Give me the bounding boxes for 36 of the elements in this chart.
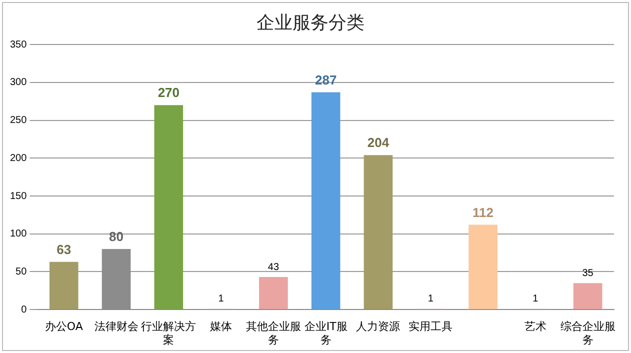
- x-tick-label: 其他企业服务: [246, 320, 301, 346]
- data-label: 1: [428, 294, 434, 305]
- bar: [259, 277, 288, 310]
- y-tick-label: 350: [10, 39, 28, 50]
- x-tick-label: 媒体: [210, 320, 232, 334]
- x-tick-label: 综合企业服务: [560, 320, 616, 346]
- x-tick-label: 人力资源: [356, 320, 400, 334]
- y-tick-label: 300: [10, 77, 28, 88]
- x-tick-label: 行业解决方案: [141, 320, 196, 346]
- data-label: 270: [158, 85, 180, 100]
- bar: [468, 224, 498, 310]
- data-label: 43: [268, 262, 280, 273]
- y-tick-label: 200: [10, 152, 28, 164]
- x-tick-label: 实用工具: [408, 320, 453, 334]
- chart-title: 企业服务分类: [256, 12, 364, 34]
- data-label: 1: [532, 294, 539, 305]
- bar: [573, 283, 602, 310]
- x-tick-label: 办公OA: [44, 320, 84, 334]
- x-tick-label: 企业IT服务: [304, 320, 348, 346]
- bar: [154, 105, 184, 310]
- data-label: 35: [582, 268, 594, 279]
- data-label: 1: [218, 294, 224, 305]
- y-tick-label: 150: [10, 190, 28, 202]
- data-label: 204: [367, 135, 390, 150]
- data-label: 63: [56, 242, 72, 257]
- y-tick-label: 100: [10, 228, 28, 240]
- bar: [364, 155, 393, 310]
- bar: [311, 92, 340, 310]
- y-tick-label: 250: [10, 115, 28, 126]
- y-tick-label: 0: [21, 304, 28, 316]
- y-tick-label: 50: [16, 266, 28, 278]
- x-tick-label: 法律财会: [94, 320, 138, 334]
- data-label: 112: [472, 204, 494, 220]
- data-label: 287: [314, 72, 337, 88]
- x-tick-label: 艺术: [524, 320, 546, 334]
- bar: [49, 262, 78, 310]
